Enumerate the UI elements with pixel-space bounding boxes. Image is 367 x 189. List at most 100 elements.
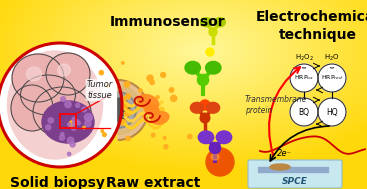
Circle shape	[197, 74, 208, 86]
Circle shape	[73, 121, 77, 125]
Ellipse shape	[214, 18, 225, 27]
Circle shape	[121, 97, 126, 101]
Circle shape	[206, 148, 234, 176]
Circle shape	[206, 48, 214, 56]
Circle shape	[142, 112, 148, 118]
Circle shape	[76, 103, 80, 107]
Text: Transmembrane
protein: Transmembrane protein	[245, 95, 308, 115]
Bar	[60, 114, 76, 128]
Circle shape	[161, 72, 166, 77]
Circle shape	[87, 116, 92, 121]
Ellipse shape	[7, 51, 102, 159]
Circle shape	[124, 81, 130, 87]
Circle shape	[200, 100, 210, 110]
Wedge shape	[118, 98, 130, 122]
Circle shape	[147, 75, 153, 81]
Circle shape	[203, 132, 211, 140]
FancyBboxPatch shape	[248, 160, 342, 188]
Wedge shape	[118, 80, 148, 140]
Circle shape	[210, 142, 221, 154]
Ellipse shape	[33, 87, 91, 137]
Circle shape	[156, 96, 159, 99]
Circle shape	[68, 123, 71, 126]
Circle shape	[318, 98, 346, 126]
Circle shape	[290, 64, 318, 92]
Ellipse shape	[201, 18, 212, 27]
Bar	[258, 167, 328, 172]
Circle shape	[59, 135, 65, 140]
Text: Solid biopsy: Solid biopsy	[10, 176, 105, 189]
Circle shape	[126, 94, 131, 99]
Circle shape	[137, 101, 142, 106]
Circle shape	[72, 126, 76, 130]
Text: SPCE: SPCE	[282, 177, 308, 187]
Ellipse shape	[185, 61, 200, 74]
Circle shape	[200, 113, 210, 123]
Ellipse shape	[42, 101, 94, 143]
Ellipse shape	[26, 67, 41, 81]
Circle shape	[101, 130, 103, 132]
Circle shape	[106, 84, 109, 87]
Circle shape	[84, 113, 92, 121]
Circle shape	[153, 109, 157, 112]
Circle shape	[124, 111, 129, 116]
Circle shape	[85, 120, 91, 127]
Circle shape	[152, 105, 155, 108]
Ellipse shape	[270, 164, 290, 170]
Ellipse shape	[46, 53, 90, 95]
Circle shape	[65, 101, 71, 108]
Text: H$_2$O: H$_2$O	[324, 53, 340, 63]
Circle shape	[72, 117, 76, 121]
Circle shape	[318, 64, 346, 92]
Circle shape	[69, 121, 75, 127]
Ellipse shape	[151, 112, 169, 124]
Ellipse shape	[206, 61, 221, 74]
Circle shape	[103, 133, 106, 136]
Circle shape	[160, 108, 164, 111]
Circle shape	[151, 117, 157, 123]
Circle shape	[163, 137, 166, 139]
Circle shape	[290, 98, 318, 126]
Circle shape	[143, 95, 146, 99]
Circle shape	[77, 121, 80, 125]
Text: Tumor
tissue: Tumor tissue	[87, 80, 113, 100]
Circle shape	[61, 132, 64, 136]
Ellipse shape	[12, 54, 64, 102]
Ellipse shape	[211, 154, 219, 160]
Ellipse shape	[206, 102, 219, 113]
Circle shape	[160, 118, 163, 120]
Text: BQ: BQ	[298, 108, 309, 116]
Circle shape	[126, 109, 131, 115]
Circle shape	[209, 28, 217, 36]
Circle shape	[76, 120, 79, 123]
Circle shape	[68, 152, 71, 156]
Circle shape	[151, 133, 155, 137]
Text: Raw extract: Raw extract	[106, 176, 200, 189]
Circle shape	[48, 118, 54, 123]
Ellipse shape	[21, 75, 76, 115]
Circle shape	[139, 89, 142, 92]
Circle shape	[0, 43, 122, 167]
Circle shape	[99, 70, 103, 75]
Text: HQ: HQ	[326, 108, 338, 116]
Circle shape	[120, 120, 126, 125]
Ellipse shape	[137, 94, 159, 110]
Ellipse shape	[190, 102, 204, 113]
Circle shape	[83, 126, 85, 129]
Circle shape	[46, 125, 51, 130]
Ellipse shape	[216, 131, 232, 144]
Circle shape	[188, 134, 192, 139]
Ellipse shape	[58, 64, 70, 76]
Text: Electrochemical
technique: Electrochemical technique	[256, 10, 367, 42]
Wedge shape	[118, 86, 142, 134]
Circle shape	[122, 102, 128, 108]
Circle shape	[171, 95, 177, 101]
Text: HRP$_{ox}$: HRP$_{ox}$	[294, 74, 314, 82]
Circle shape	[82, 107, 87, 112]
Circle shape	[121, 62, 124, 64]
Circle shape	[169, 88, 174, 92]
Text: Immunosensor: Immunosensor	[110, 15, 226, 29]
Circle shape	[126, 136, 130, 141]
Ellipse shape	[145, 105, 159, 115]
Circle shape	[150, 80, 155, 84]
